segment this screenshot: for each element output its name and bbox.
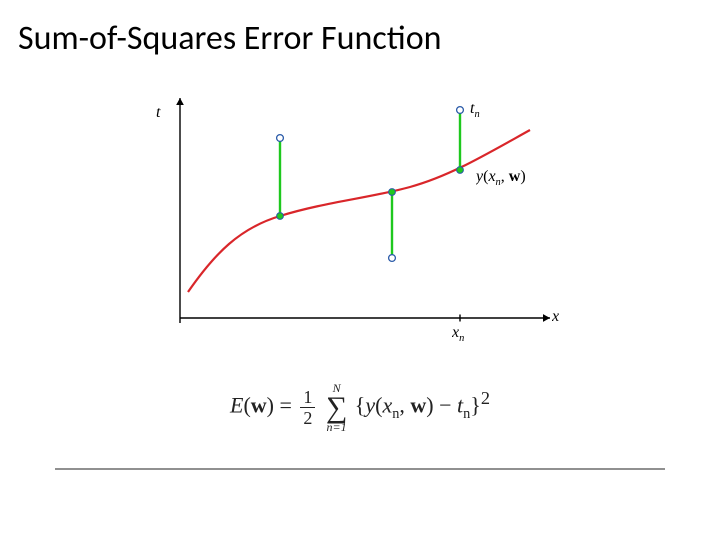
eq-sum: N ∑ n=1 [326, 382, 347, 433]
eq-half: 1 2 [300, 388, 315, 427]
page-title: Sum-of-Squares Error Function [18, 18, 442, 59]
eq-w1: w [251, 393, 267, 418]
equation-sum-of-squares: E(w) = 1 2 N ∑ n=1 {y(xn, w) − tn}2 [0, 382, 720, 433]
eq-y: y [365, 393, 375, 418]
bottom-divider [55, 468, 675, 472]
eq-E: E [230, 393, 243, 418]
error-function-chart: txtnxny(xn, w) [130, 78, 570, 343]
